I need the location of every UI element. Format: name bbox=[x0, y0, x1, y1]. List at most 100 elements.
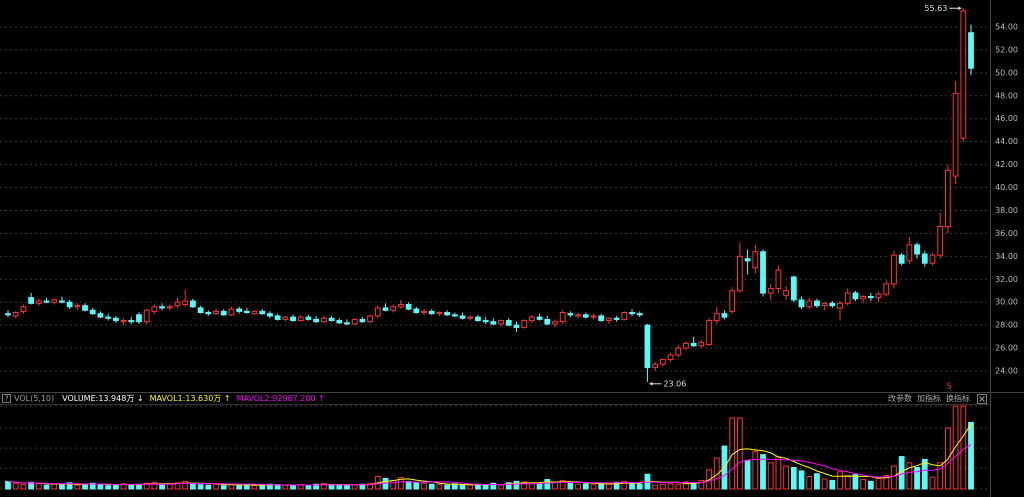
volume-bar bbox=[698, 479, 705, 490]
candle-body bbox=[752, 251, 759, 269]
volume-bar bbox=[259, 484, 266, 490]
volume-bar bbox=[667, 482, 674, 490]
candle-body bbox=[914, 244, 920, 255]
candle-body bbox=[829, 302, 836, 307]
volume-bar bbox=[590, 484, 597, 490]
candle-body bbox=[713, 313, 720, 322]
volume-bar bbox=[675, 483, 682, 490]
candle-body bbox=[182, 300, 189, 305]
indicator-button[interactable]: 加指标 bbox=[917, 393, 941, 403]
y-tick-label: 48.00 bbox=[995, 91, 1018, 100]
candle-body bbox=[336, 320, 343, 324]
volume-bar bbox=[82, 483, 88, 490]
volume-bar bbox=[852, 474, 859, 490]
candle-body bbox=[220, 310, 227, 316]
candle-body bbox=[929, 254, 936, 264]
volume-bar bbox=[20, 484, 27, 490]
volume-bar bbox=[744, 459, 751, 490]
candle-body bbox=[498, 320, 504, 325]
volume-bar bbox=[290, 485, 296, 490]
help-icon[interactable] bbox=[2, 394, 11, 403]
candle-body bbox=[621, 312, 628, 320]
volume-bar bbox=[151, 481, 158, 490]
close-icon[interactable] bbox=[977, 394, 987, 404]
y-tick-label: 46.00 bbox=[995, 114, 1018, 123]
min-label: 23.06 bbox=[663, 379, 686, 388]
candle-body bbox=[629, 312, 635, 315]
candle-body bbox=[28, 297, 35, 304]
volume-bar bbox=[89, 482, 96, 490]
close-icon-glyph bbox=[979, 396, 985, 402]
candle-body bbox=[736, 255, 743, 292]
ma-line bbox=[7, 444, 972, 486]
volume-bar bbox=[382, 478, 389, 490]
volume-bar bbox=[659, 483, 666, 490]
candle-body bbox=[20, 306, 27, 312]
candle-body bbox=[814, 300, 820, 307]
annotation-arrowhead bbox=[958, 6, 962, 11]
volume-bar bbox=[837, 471, 843, 490]
candle-body bbox=[513, 324, 520, 328]
volume-bar bbox=[413, 482, 420, 490]
volume-bar bbox=[74, 484, 81, 490]
volume-bar bbox=[960, 405, 967, 490]
volume-bar bbox=[536, 483, 543, 490]
candle-body bbox=[567, 313, 574, 316]
volume-bar bbox=[51, 483, 58, 490]
candle-body bbox=[783, 290, 789, 296]
volume-bar bbox=[767, 462, 774, 490]
candle-body bbox=[405, 303, 412, 310]
volume-bar bbox=[336, 484, 343, 490]
y-tick-label: 50.00 bbox=[995, 68, 1018, 77]
candle-body bbox=[197, 307, 204, 314]
volume-bar bbox=[344, 485, 350, 490]
volume-bar bbox=[505, 482, 512, 490]
volume-bar bbox=[790, 467, 797, 490]
volume-bar bbox=[12, 482, 19, 490]
candle-body bbox=[760, 251, 766, 294]
indicator-button[interactable]: 换指标 bbox=[946, 393, 970, 403]
candle-body bbox=[243, 310, 250, 314]
volume-bar bbox=[513, 480, 520, 490]
candle-body bbox=[891, 254, 897, 285]
volume-bar bbox=[305, 484, 312, 490]
candle-body bbox=[5, 313, 11, 316]
candle-body bbox=[721, 313, 728, 318]
volume-bar bbox=[359, 483, 366, 490]
candle-body bbox=[613, 317, 620, 320]
volume-bar bbox=[821, 478, 828, 490]
candle-body bbox=[35, 300, 42, 304]
volume-bar bbox=[190, 482, 196, 490]
candle-body bbox=[274, 315, 281, 320]
candle-body bbox=[806, 300, 813, 308]
candle-body bbox=[467, 316, 474, 319]
candle-body bbox=[744, 258, 751, 262]
readout: MAVOL2:92967.200 ↑ bbox=[237, 394, 325, 403]
candle-body bbox=[105, 316, 112, 319]
candle-body bbox=[968, 32, 974, 69]
volume-bar bbox=[182, 480, 189, 490]
volume-bar bbox=[498, 484, 504, 490]
y-tick-label: 26.00 bbox=[995, 344, 1018, 353]
candle-body bbox=[683, 342, 689, 349]
candle-body bbox=[120, 320, 127, 323]
candle-body bbox=[667, 354, 674, 361]
candle-body bbox=[960, 10, 967, 139]
indicator-button[interactable]: 改参数 bbox=[888, 393, 912, 403]
volume-bar bbox=[428, 483, 435, 490]
candle-body bbox=[282, 316, 289, 320]
volume-bar bbox=[567, 482, 574, 490]
candle-body bbox=[413, 308, 420, 314]
volume-bar bbox=[120, 483, 127, 490]
volume-bar bbox=[775, 456, 782, 490]
volume-bar bbox=[914, 467, 920, 490]
volume-bar bbox=[351, 484, 358, 490]
volume-bar bbox=[390, 479, 397, 490]
candle-body bbox=[436, 312, 443, 315]
candle-body bbox=[159, 306, 165, 309]
volume-bar bbox=[405, 480, 412, 490]
candle-body bbox=[382, 307, 389, 311]
candle-body bbox=[790, 276, 797, 301]
